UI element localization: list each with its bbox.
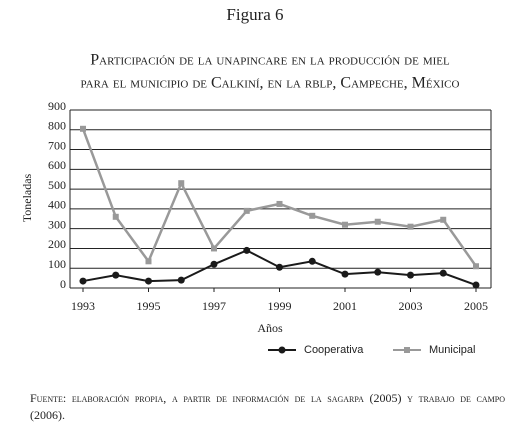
- x-tick-label: 1993: [71, 299, 95, 313]
- y-tick-label: 600: [48, 158, 66, 172]
- marker: [374, 268, 382, 276]
- marker: [341, 270, 349, 278]
- chart-title: Participación de la unapincare en la pro…: [90, 52, 450, 69]
- y-tick-label: 100: [48, 257, 66, 271]
- figure-label: Figura 6: [226, 5, 283, 24]
- marker: [276, 200, 283, 207]
- y-tick-label: 800: [48, 119, 66, 133]
- legend-marker: [404, 347, 410, 353]
- marker: [243, 207, 250, 214]
- marker: [407, 271, 414, 279]
- source-note: Fuente: elaboración propia, a partir de …: [30, 391, 505, 422]
- x-axis-label: Años: [257, 321, 283, 335]
- legend-label: Municipal: [429, 344, 475, 356]
- marker: [407, 223, 414, 230]
- marker: [80, 125, 86, 132]
- marker: [145, 277, 152, 285]
- x-tick-label: 1999: [268, 299, 292, 313]
- x-tick-label: 2005: [464, 299, 488, 313]
- marker: [440, 216, 447, 223]
- marker: [79, 277, 87, 285]
- y-tick-label: 700: [48, 138, 66, 152]
- marker: [342, 221, 348, 228]
- marker: [472, 281, 480, 289]
- marker: [112, 213, 119, 220]
- x-tick-label: 2003: [399, 299, 423, 313]
- y-tick-label: 900: [48, 99, 66, 113]
- marker: [145, 258, 152, 265]
- marker: [439, 269, 447, 277]
- marker: [243, 246, 251, 254]
- marker: [473, 263, 479, 270]
- legend-label: Cooperativa: [304, 344, 364, 356]
- marker: [374, 218, 381, 225]
- y-axis-label: Toneladas: [20, 173, 34, 222]
- marker: [276, 263, 283, 271]
- x-tick-label: 1995: [137, 299, 161, 313]
- marker: [112, 271, 120, 279]
- x-tick-label: 1997: [202, 299, 226, 313]
- marker: [210, 260, 218, 268]
- marker: [177, 276, 185, 284]
- y-tick-label: 300: [48, 217, 66, 231]
- y-tick-label: 400: [48, 198, 66, 212]
- marker: [178, 180, 185, 187]
- y-tick-label: 500: [48, 178, 66, 192]
- marker: [309, 212, 316, 219]
- legend-marker: [278, 346, 286, 354]
- marker: [308, 257, 316, 265]
- chart-title: para el municipio de Calkiní, en la rblp…: [81, 75, 460, 92]
- marker: [211, 245, 217, 252]
- y-tick-label: 0: [60, 277, 66, 291]
- x-tick-label: 2001: [333, 299, 357, 313]
- y-tick-label: 200: [48, 237, 66, 251]
